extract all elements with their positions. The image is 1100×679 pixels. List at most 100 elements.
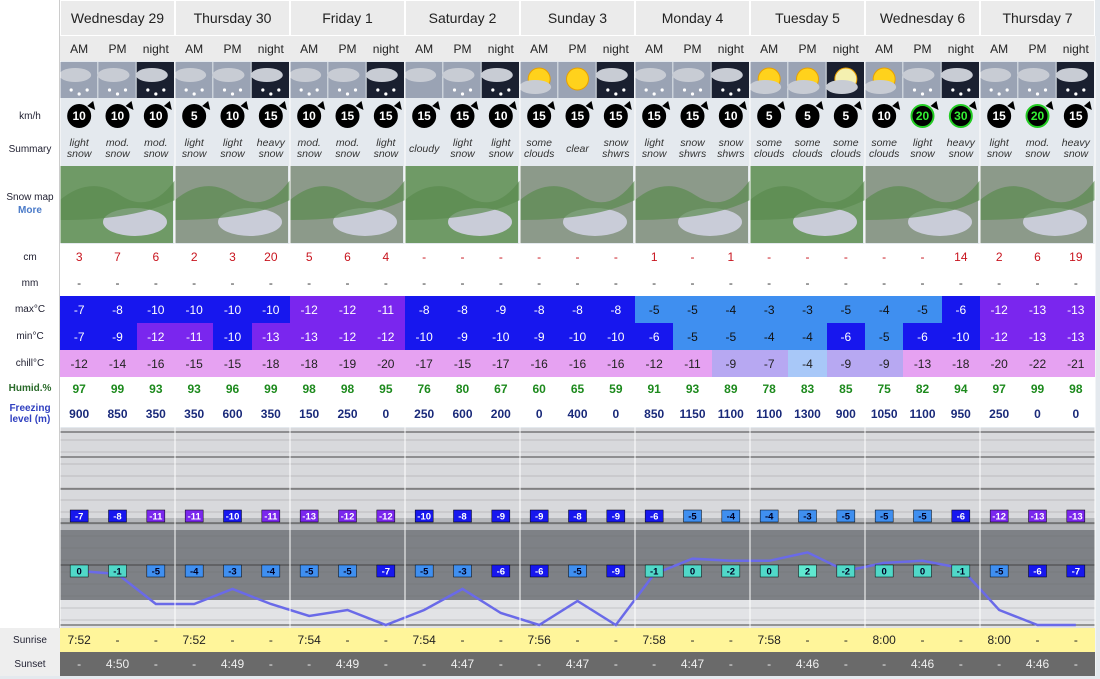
day-header: Tuesday 5 — [750, 0, 865, 36]
snow-cm: 6 — [328, 244, 367, 270]
weather-icon-flake — [115, 92, 120, 96]
lift-temp-tag — [146, 509, 166, 523]
min-temp: -9 — [98, 323, 137, 350]
wind-chill: -16 — [136, 350, 175, 377]
freezing-level: 0 — [596, 400, 635, 427]
weather-icon-flake — [682, 88, 687, 92]
sunrise: - — [903, 628, 942, 652]
lift-temp: -5 — [343, 567, 352, 578]
wind-badge — [795, 104, 820, 128]
weather-icon-flake — [491, 88, 495, 92]
weather-icon-flake — [123, 88, 128, 92]
row-label: cm — [23, 251, 37, 263]
rain-mm: - — [941, 270, 980, 296]
lift-temp-tag — [414, 509, 434, 523]
sunset: 4:47 — [443, 652, 482, 676]
lift-temp: -5 — [152, 567, 161, 578]
wind-arrow — [87, 101, 96, 110]
max-temp: -3 — [750, 296, 789, 323]
period-label: AM — [60, 36, 99, 61]
wind-arrow — [700, 101, 709, 110]
weather-icon-flake — [660, 88, 664, 92]
weather-icon-flake — [468, 88, 473, 92]
summary: heavy snow — [1061, 137, 1090, 160]
period-label: AM — [980, 36, 1019, 61]
lift-temp: 0 — [690, 567, 695, 578]
sunrise: - — [328, 628, 367, 652]
weather-icon-cloud — [250, 68, 283, 82]
weather-icon-flake — [606, 88, 610, 92]
wind-arrow — [892, 101, 901, 110]
sunrise: 8:00 — [980, 628, 1019, 652]
humidity: 93 — [673, 377, 712, 400]
period-label: night — [1056, 36, 1095, 61]
max-temp: -10 — [136, 296, 175, 323]
summary: mod. snow — [335, 137, 360, 160]
wind-speed: 15 — [1069, 109, 1083, 123]
max-temp: -13 — [1056, 296, 1095, 323]
lift-temp-tag — [606, 564, 626, 578]
snow-cm: - — [596, 244, 635, 270]
max-temp: -5 — [635, 296, 674, 323]
wind-speed: 5 — [191, 109, 198, 123]
lift-temp: -7 — [75, 512, 83, 523]
period-label: night — [136, 36, 175, 61]
lift-temp-tag — [69, 564, 89, 578]
max-temp: -9 — [481, 296, 520, 323]
weather-icon-cloud — [710, 68, 743, 82]
wind-arrow — [240, 101, 249, 110]
weather-icon-cloud — [135, 68, 168, 82]
weather-icon-flake — [184, 88, 188, 92]
more-link[interactable]: More — [18, 205, 42, 216]
lift-temp-tag — [568, 509, 587, 523]
snow-cm: 3 — [60, 244, 99, 270]
max-temp: -3 — [788, 296, 827, 323]
rain-mm: - — [596, 270, 635, 296]
min-temp: -4 — [788, 323, 827, 350]
wind-arrow — [853, 101, 862, 110]
sunrise: - — [98, 628, 137, 652]
period-label: night — [826, 36, 865, 61]
wind-badge — [182, 104, 207, 128]
weather-icon-cloud — [1017, 68, 1050, 82]
lift-temp: -10 — [417, 512, 431, 523]
weather-icon-flake — [614, 92, 618, 96]
humidity: 76 — [405, 377, 444, 400]
min-temp: -9 — [443, 323, 482, 350]
summary: light snow — [66, 137, 92, 160]
wind-arrow — [393, 101, 402, 110]
max-temp: -10 — [213, 296, 252, 323]
wind-badge — [373, 104, 398, 128]
period-label: AM — [175, 36, 214, 61]
row-label: Freezing level (m) — [9, 402, 51, 425]
period-label: AM — [290, 36, 329, 61]
wind-badge — [565, 104, 590, 128]
wind-speed: 15 — [456, 109, 470, 123]
freezing-level: 1300 — [788, 400, 827, 427]
weather-icon-flake — [989, 88, 993, 92]
wind-chill: -7 — [750, 350, 789, 377]
weather-icon-flake — [959, 92, 963, 96]
lift-temp: -8 — [113, 512, 121, 523]
lift-temp-tag — [338, 509, 357, 523]
wind-chill: -15 — [175, 350, 214, 377]
lift-temp: -10 — [226, 512, 240, 523]
rain-mm: - — [826, 270, 865, 296]
wind-chill: -16 — [520, 350, 559, 377]
sunrise: - — [213, 628, 252, 652]
max-temp: -7 — [60, 296, 99, 323]
wind-speed: 5 — [842, 109, 849, 123]
period-label: AM — [865, 36, 904, 61]
lift-temp: -5 — [688, 512, 697, 523]
lift-temp: 0 — [77, 567, 82, 578]
wind-chill: -9 — [826, 350, 865, 377]
snow-cm: 6 — [136, 244, 175, 270]
min-temp: -5 — [711, 323, 750, 350]
summary: some clouds — [792, 137, 823, 160]
wind-chill: -13 — [903, 350, 942, 377]
weather-icon-flake — [729, 92, 733, 96]
wind-arrow — [163, 101, 172, 110]
min-temp: -10 — [213, 323, 252, 350]
lift-temp-tag — [299, 509, 319, 523]
lift-temp: 0 — [882, 567, 887, 578]
